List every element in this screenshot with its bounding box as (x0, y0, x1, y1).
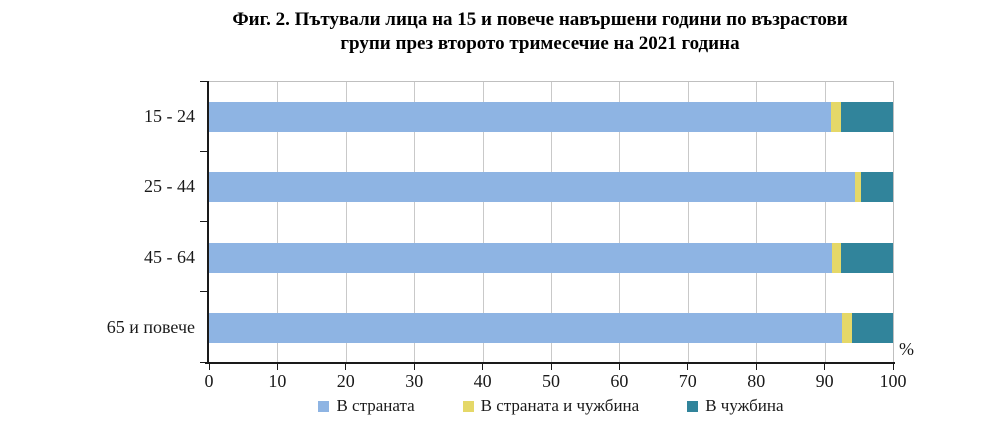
y-category-label: 65 и повече (106, 316, 195, 337)
legend-item: В страната (318, 396, 415, 416)
legend: В страната В страната и чужбина В чужбина (209, 396, 893, 416)
x-tick-label: 40 (473, 371, 492, 391)
x-tick (687, 364, 689, 370)
x-tick-label: 50 (542, 371, 560, 391)
bar-segment-в-чужбина (851, 312, 893, 343)
gridline (756, 82, 758, 363)
bar-row (209, 242, 893, 273)
x-axis-line (205, 362, 895, 364)
y-tick (200, 150, 207, 152)
legend-item: В чужбина (687, 396, 784, 416)
gridline (345, 82, 347, 363)
gridline (687, 82, 689, 363)
legend-label: В страната и чужбина (480, 396, 640, 415)
gridline (277, 82, 279, 363)
x-tick-label: 90 (815, 371, 834, 391)
bar-segment-в-страната (209, 172, 855, 203)
gridline (619, 82, 621, 363)
x-tick-label: 0 (204, 371, 214, 391)
legend-swatch-icon (318, 400, 330, 412)
bar-segment-в-страната-и-чужбина (854, 172, 861, 203)
x-tick (345, 364, 347, 370)
gridline (551, 82, 552, 363)
bar-row (209, 312, 893, 343)
y-tick (200, 221, 207, 222)
plot-area (209, 81, 894, 363)
legend-item: В страната и чужбина (462, 396, 640, 416)
x-tick-label: 30 (405, 371, 424, 391)
x-tick (208, 364, 210, 370)
chart-title-line-1: Фиг. 2. Пътували лица на 15 и повече нав… (232, 9, 848, 30)
x-tick-label: 80 (747, 371, 766, 391)
x-tick (550, 364, 552, 370)
legend-label: В чужбина (705, 396, 784, 415)
bar-segment-в-страната-и-чужбина (842, 312, 852, 343)
legend-swatch-icon (687, 400, 699, 412)
x-axis-unit-label: % (899, 339, 914, 359)
bar-row (209, 172, 893, 203)
y-tick (200, 291, 207, 293)
bar-segment-в-чужбина (860, 172, 893, 203)
x-tick-label: 100 (879, 371, 907, 391)
x-tick (755, 364, 757, 370)
y-category-label: 25 - 44 (144, 176, 195, 197)
x-tick (618, 364, 620, 370)
bar-segment-в-чужбина (841, 242, 893, 273)
x-tick-label: 10 (268, 371, 287, 391)
bar-segment-в-страната (209, 312, 843, 343)
y-axis-line (207, 81, 209, 364)
x-tick (824, 364, 826, 370)
y-tick (200, 361, 207, 363)
chart-title: Фиг. 2. Пътували лица на 15 и повече нав… (80, 8, 1000, 56)
bar-row (209, 102, 893, 133)
chart-title-line-2: групи през второто тримесечие на 2021 го… (340, 33, 740, 54)
legend-swatch-icon (462, 400, 474, 412)
y-category-label: 15 - 24 (144, 106, 195, 127)
bar-segment-в-страната-и-чужбина (831, 102, 841, 133)
x-tick (892, 364, 894, 370)
y-tick (200, 80, 207, 82)
bar-segment-в-страната (209, 102, 832, 133)
x-tick-label: 20 (336, 371, 355, 391)
x-tick (413, 364, 415, 370)
x-tick (276, 364, 278, 370)
x-tick (482, 364, 484, 370)
bar-segment-в-чужбина (841, 102, 893, 133)
bar-segment-в-страната (209, 242, 833, 273)
x-tick-label: 70 (678, 371, 697, 391)
gridline (414, 82, 416, 363)
gridline (482, 82, 484, 363)
legend-label: В страната (336, 396, 415, 415)
x-tick-label: 60 (610, 371, 629, 391)
bar-segment-в-страната-и-чужбина (832, 242, 841, 273)
y-category-label: 45 - 64 (144, 246, 195, 267)
gridline (824, 82, 826, 363)
